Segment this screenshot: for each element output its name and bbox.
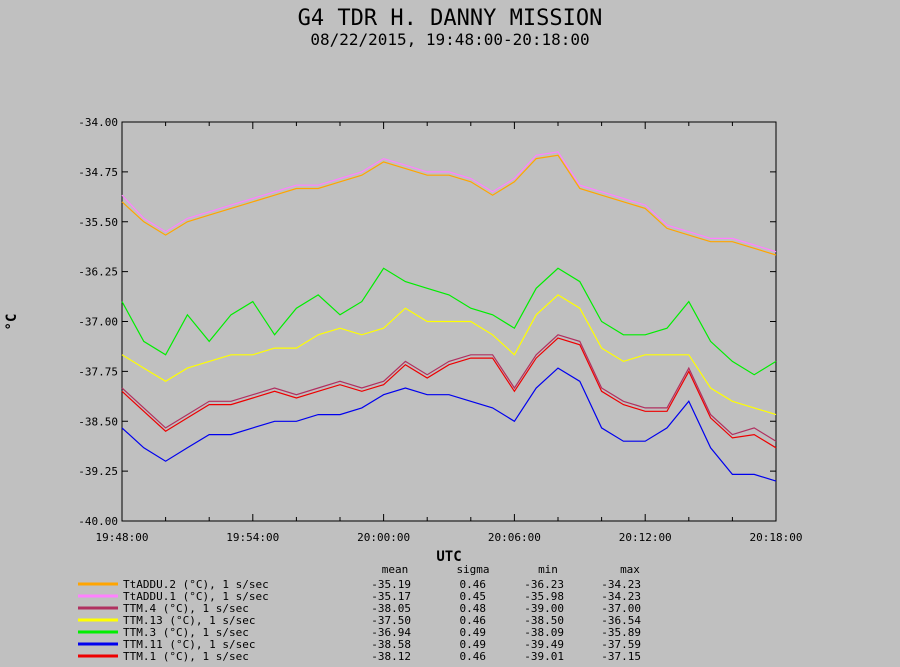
chart-title: G4 TDR H. DANNY MISSION [298,6,603,31]
legend-stat-min: -39.00 [524,602,564,615]
y-tick-label: -38.50 [78,415,118,428]
legend-label: TTM.1 (°C), 1 s/sec [123,650,249,663]
legend-stat-min: -39.49 [524,638,564,651]
y-tick-label: -36.25 [78,266,118,279]
y-tick-label: -34.75 [78,166,118,179]
legend-stat-mean: -37.50 [371,614,411,627]
stats-header-sigma: sigma [456,563,489,576]
legend-stat-mean: -38.58 [371,638,411,651]
series-line-0 [121,154,777,256]
legend-stat-max: -34.23 [601,578,641,591]
legend-label: TTM.3 (°C), 1 s/sec [123,626,249,639]
x-tick-label: 19:54:00 [226,531,279,544]
y-axis: -34.00 -34.75 -35.50 -36.25 -37.00 -37.75 -38.… [78,116,776,528]
series-line-1 [121,151,777,253]
series-lines [121,151,777,482]
legend-stat-sigma: 0.46 [460,578,487,591]
legend-stat-min: -38.09 [524,626,564,639]
y-tick-label: -39.25 [78,465,118,478]
x-tick-label: 19:48:00 [96,531,149,544]
series-line-3 [121,294,777,416]
series-line-4 [121,267,777,376]
x-axis-label: UTC [436,549,461,565]
y-axis-label: °C [4,314,20,331]
legend-stat-max: -37.00 [601,602,641,615]
legend-stat-min: -35.98 [524,590,564,603]
y-tick-label: -35.50 [78,216,118,229]
legend-stat-max: -37.59 [601,638,641,651]
legend-stat-sigma: 0.46 [460,650,487,663]
legend-stat-mean: -35.17 [371,590,411,603]
y-tick-label: -40.00 [78,515,118,528]
legend-stat-mean: -38.05 [371,602,411,615]
legend-stat-min: -38.50 [524,614,564,627]
stats-header-min: min [538,563,558,576]
stats-header-mean: mean [382,563,409,576]
legend-stat-max: -34.23 [601,590,641,603]
legend-label: TTM.4 (°C), 1 s/sec [123,602,249,615]
y-tick-label: -37.75 [78,365,118,378]
legend: mean sigma min max TtADDU.2 (°C), 1 s/sec -35… [78,563,641,663]
x-tick-label: 20:00:00 [357,531,410,544]
x-axis: 19:48:00 19:54:00 20:00:00 20:06:00 20:12:00… [96,122,803,544]
legend-stat-sigma: 0.46 [460,614,487,627]
series-line-2 [121,334,777,442]
legend-stat-max: -36.54 [601,614,641,627]
legend-stat-sigma: 0.45 [460,590,487,603]
legend-stat-mean: -36.94 [371,626,411,639]
legend-stat-min: -39.01 [524,650,564,663]
legend-label: TtADDU.2 (°C), 1 s/sec [123,578,269,591]
legend-stat-min: -36.23 [524,578,564,591]
stats-header-max: max [620,563,640,576]
legend-stat-sigma: 0.49 [460,626,487,639]
y-tick-label: -34.00 [78,116,118,129]
x-tick-label: 20:06:00 [488,531,541,544]
series-line-6 [121,337,777,449]
x-tick-label: 20:18:00 [750,531,803,544]
x-tick-label: 20:12:00 [619,531,672,544]
legend-stat-sigma: 0.49 [460,638,487,651]
y-tick-label: -37.00 [78,316,118,329]
chart-subtitle: 08/22/2015, 19:48:00-20:18:00 [310,30,589,49]
legend-stat-mean: -35.19 [371,578,411,591]
legend-label: TTM.13 (°C), 1 s/sec [123,614,255,627]
legend-stat-sigma: 0.48 [460,602,487,615]
legend-stat-max: -35.89 [601,626,641,639]
legend-stat-mean: -38.12 [371,650,411,663]
legend-stat-max: -37.15 [601,650,641,663]
legend-label: TTM.11 (°C), 1 s/sec [123,638,255,651]
series-line-5 [121,367,777,482]
legend-label: TtADDU.1 (°C), 1 s/sec [123,590,269,603]
